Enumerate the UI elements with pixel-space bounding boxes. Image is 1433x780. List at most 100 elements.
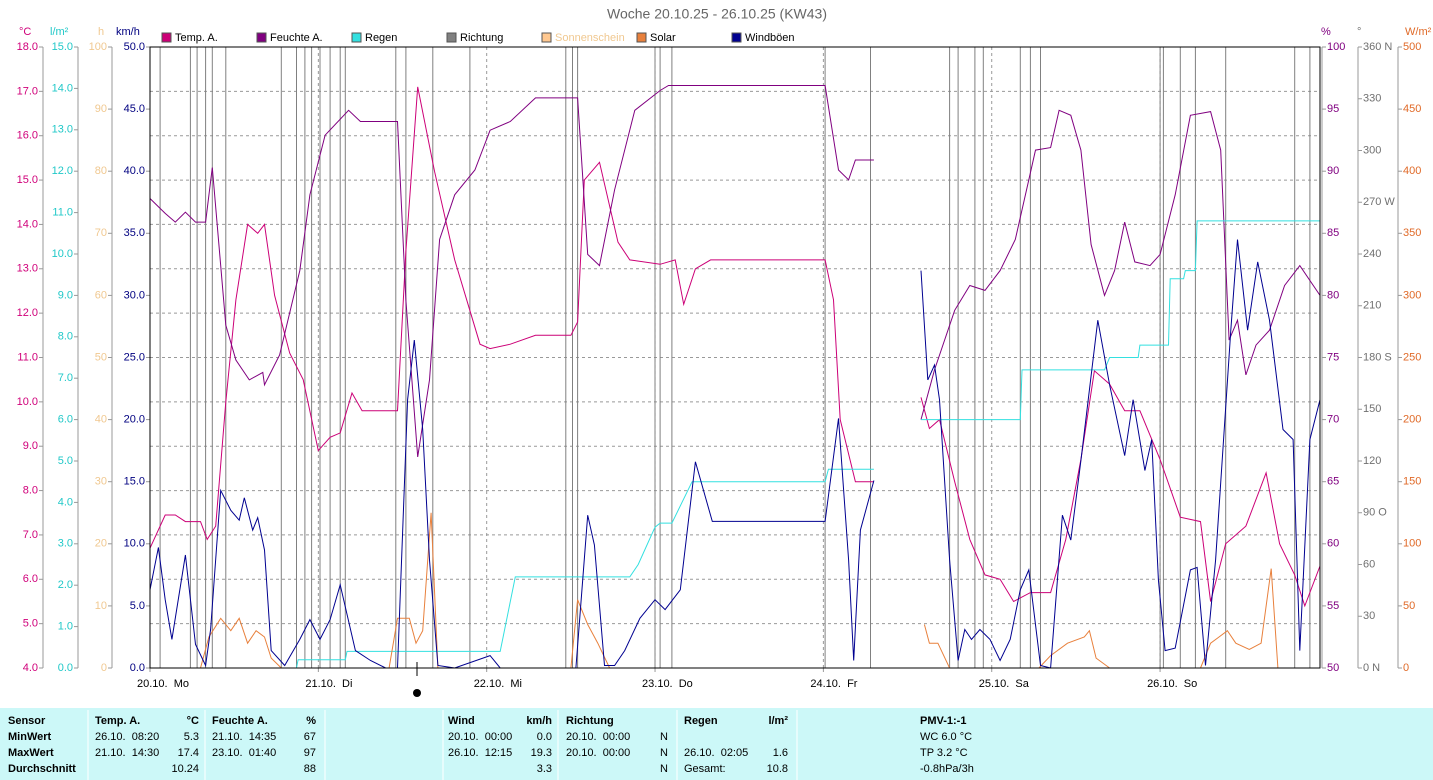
tick-label: 5.0: [23, 618, 38, 630]
tick-label: 55: [1327, 600, 1339, 612]
tick-label: 15.0: [52, 41, 73, 53]
x-tick-label: 22.10. Mi: [474, 678, 522, 690]
tick-label: 90: [1327, 165, 1339, 177]
stat-value: 17.4: [178, 747, 199, 759]
axis-unit: W/m²: [1405, 26, 1432, 38]
axis-unit: %: [1321, 26, 1331, 38]
stat-value: 19.3: [531, 747, 552, 759]
tick-label: 30: [1363, 610, 1375, 622]
pmv-line: WC 6.0 °C: [920, 731, 972, 743]
tick-label: 1.0: [58, 621, 73, 633]
tick-label: 11.0: [17, 351, 38, 363]
legend-label: Feuchte A.: [270, 32, 323, 44]
tick-label: 150: [1403, 476, 1421, 488]
tick-label: 60: [1327, 538, 1339, 550]
axis-unit: °: [1357, 26, 1361, 38]
tick-label: 180 S: [1363, 351, 1392, 363]
x-tick-label: 24.10. Fr: [810, 678, 857, 690]
legend-swatch: [541, 32, 552, 43]
series-line: [200, 512, 1287, 669]
sensor-unit: km/h: [526, 715, 552, 727]
tick-label: 14.0: [17, 218, 38, 230]
tick-label: 90 O: [1363, 507, 1387, 519]
stat-time: 23.10. 01:40: [212, 747, 276, 759]
tick-label: 150: [1363, 403, 1381, 415]
legend-label: Temp. A.: [175, 32, 218, 44]
series-line: [150, 220, 1320, 669]
tick-label: 80: [1327, 289, 1339, 301]
chart-title: Woche 20.10.25 - 26.10.25 (KW43): [607, 6, 827, 22]
tick-label: 70: [95, 227, 107, 239]
sensor-name: Regen: [684, 715, 718, 727]
legend-swatch: [161, 32, 172, 43]
tick-label: 60: [1363, 558, 1375, 570]
tick-label: 10.0: [17, 396, 38, 408]
tick-label: 450: [1403, 103, 1421, 115]
tick-label: 11.0: [52, 207, 73, 219]
pmv-line: TP 3.2 °C: [920, 747, 968, 759]
tick-label: 40: [95, 414, 107, 426]
tick-label: 7.0: [58, 372, 73, 384]
stat-value: 10.24: [171, 763, 199, 775]
tick-label: 400: [1403, 165, 1421, 177]
tick-label: 70: [1327, 414, 1339, 426]
legend-label: Solar: [650, 32, 676, 44]
tick-label: 60: [95, 289, 107, 301]
tick-label: 85: [1327, 227, 1339, 239]
x-tick-label: 21.10. Di: [305, 678, 352, 690]
sensor-name: Temp. A.: [95, 715, 140, 727]
sensor-unit: l/m²: [768, 715, 788, 727]
plot-border: [149, 46, 1321, 669]
tick-label: 300: [1363, 144, 1381, 156]
tick-label: 3.0: [58, 538, 73, 550]
tick-label: 25.0: [124, 351, 145, 363]
legend-label: Richtung: [460, 32, 503, 44]
tick-label: 16.0: [17, 130, 38, 142]
legend-label: Regen: [365, 32, 397, 44]
tick-label: 50.0: [124, 41, 145, 53]
tick-label: 40.0: [124, 165, 145, 177]
tick-label: 15.0: [124, 476, 145, 488]
tick-label: 0.0: [130, 662, 145, 674]
stat-value: N: [660, 763, 668, 775]
tick-label: 5.0: [58, 455, 73, 467]
tick-label: 5.0: [130, 600, 145, 612]
sensor-unit: °C: [187, 715, 199, 727]
tick-label: 0.0: [58, 662, 73, 674]
stat-time: 21.10. 14:30: [95, 747, 159, 759]
tick-label: 500: [1403, 41, 1421, 53]
stats-background: [0, 708, 1433, 780]
tick-label: 18.0: [17, 41, 38, 53]
stat-value: N: [660, 747, 668, 759]
tick-label: 10.0: [52, 248, 73, 260]
legend-label: Windböen: [745, 32, 795, 44]
tick-label: 100: [1403, 538, 1421, 550]
tick-label: 13.0: [52, 124, 73, 136]
sensor-name: Richtung: [566, 715, 614, 727]
tick-label: 65: [1327, 476, 1339, 488]
stat-label: Gesamt:: [684, 763, 726, 775]
tick-label: 12.0: [52, 165, 73, 177]
axis-unit: l/m²: [50, 26, 69, 38]
tick-label: 8.0: [23, 484, 38, 496]
stat-time: 20.10. 00:00: [448, 731, 512, 743]
legend-swatch: [731, 32, 742, 43]
tick-label: 20.0: [124, 414, 145, 426]
tick-label: 30.0: [124, 289, 145, 301]
stat-time: 20.10. 00:00: [566, 747, 630, 759]
stat-time: 26.10. 02:05: [684, 747, 748, 759]
tick-label: 120: [1363, 455, 1381, 467]
axis-unit: km/h: [116, 26, 140, 38]
stat-value: 10.8: [767, 763, 788, 775]
stat-time: 20.10. 00:00: [566, 731, 630, 743]
tick-label: 10.0: [124, 538, 145, 550]
stat-value: 1.6: [773, 747, 788, 759]
tick-label: 350: [1403, 227, 1421, 239]
tick-label: 45.0: [124, 103, 145, 115]
tick-label: 75: [1327, 351, 1339, 363]
tick-label: 7.0: [23, 529, 38, 541]
series-line: [149, 239, 1321, 669]
sensor-unit: %: [306, 715, 316, 727]
x-tick-label: 23.10. Do: [642, 678, 693, 690]
tick-label: 20: [95, 538, 107, 550]
